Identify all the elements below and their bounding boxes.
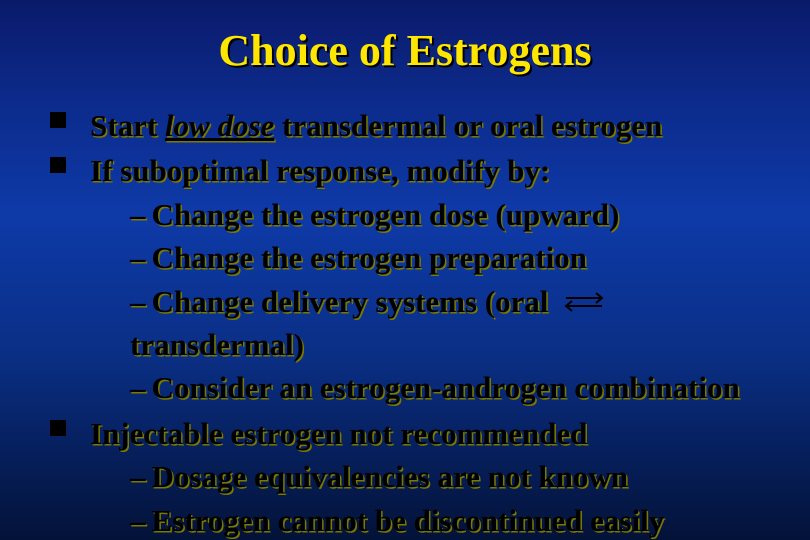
dash-icon: – xyxy=(130,503,146,538)
bullet-1-pre: Start xyxy=(90,108,165,143)
bullet-1-emph: low dose xyxy=(165,108,274,143)
dash-icon: – xyxy=(130,197,146,232)
slide: Choice of Estrogens Start low dose trans… xyxy=(0,0,810,540)
sub-item-2-1-text: Change the estrogen dose (upward) xyxy=(152,197,620,232)
bullet-text-3: Injectable estrogen not recommended xyxy=(90,416,587,451)
sub-list-2: –Change the estrogen dose (upward) –Chan… xyxy=(90,193,780,410)
sub-item-2-1: –Change the estrogen dose (upward) xyxy=(130,193,780,236)
sub-item-3-1: –Dosage equivalencies are not known xyxy=(130,455,780,498)
sub-item-2-3: –Change delivery systems (oral transderm… xyxy=(130,280,780,367)
sub-item-2-2-text: Change the estrogen preparation xyxy=(152,240,587,275)
bullet-list: Start low dose transdermal or oral estro… xyxy=(30,104,780,540)
dash-icon: – xyxy=(130,240,146,275)
sub-item-3-1-text: Dosage equivalencies are not known xyxy=(152,459,629,494)
sub-list-3: –Dosage equivalencies are not known –Est… xyxy=(90,455,780,540)
sub-item-2-3-text-a: Change delivery systems (oral xyxy=(152,284,557,319)
sub-item-2-4-text: Consider an estrogen-androgen combinatio… xyxy=(152,370,740,405)
sub-item-2-3-text-b: transdermal) xyxy=(130,327,304,362)
bullet-item-2: If suboptimal response, modify by: –Chan… xyxy=(50,149,780,409)
dash-icon: – xyxy=(130,370,146,405)
bullet-square-icon xyxy=(50,420,66,436)
slide-title: Choice of Estrogens xyxy=(30,25,780,76)
bullet-square-icon xyxy=(50,112,66,128)
dash-icon: – xyxy=(130,284,146,319)
bullet-1-post: transdermal or oral estrogen xyxy=(274,108,662,143)
sub-item-3-2: –Estrogen cannot be discontinued easily xyxy=(130,499,780,540)
bullet-item-1: Start low dose transdermal or oral estro… xyxy=(50,104,780,147)
bullet-text-1: Start low dose transdermal or oral estro… xyxy=(90,108,662,143)
bullet-item-3: Injectable estrogen not recommended –Dos… xyxy=(50,412,780,540)
bidirectional-arrow-icon xyxy=(562,292,606,312)
dash-icon: – xyxy=(130,459,146,494)
bullet-square-icon xyxy=(50,157,66,173)
sub-item-2-4: –Consider an estrogen-androgen combinati… xyxy=(130,366,780,409)
sub-item-2-2: –Change the estrogen preparation xyxy=(130,236,780,279)
bullet-text-2: If suboptimal response, modify by: xyxy=(90,153,550,188)
sub-item-3-2-text: Estrogen cannot be discontinued easily xyxy=(152,503,665,538)
